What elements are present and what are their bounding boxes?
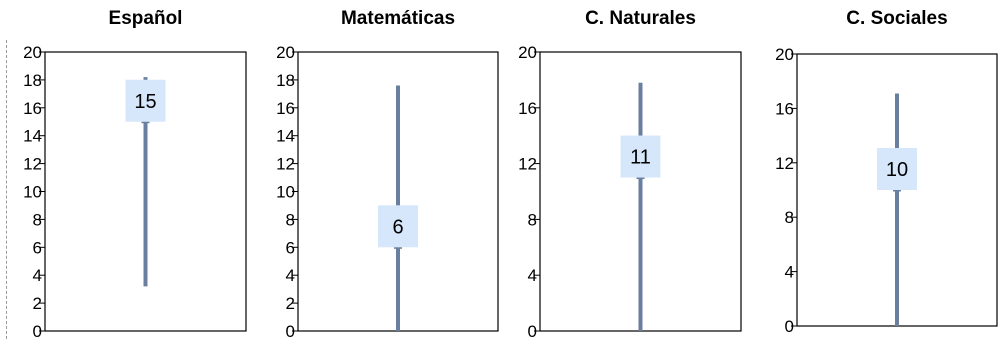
y-tick-label: 20 — [276, 43, 295, 62]
y-tick-label: 2 — [286, 294, 295, 313]
y-tick-label: 12 — [518, 155, 537, 174]
y-tick-label: 0 — [33, 322, 42, 339]
y-tick-label: 20 — [775, 45, 794, 64]
value-label-box — [125, 79, 166, 122]
y-tick-label: 10 — [23, 183, 42, 202]
y-tick-label: 12 — [276, 155, 295, 174]
chart-title: C. Sociales — [846, 8, 947, 29]
y-tick-label: 16 — [775, 99, 794, 118]
y-tick-label: 20 — [23, 43, 42, 62]
y-tick-label: 2 — [33, 294, 42, 313]
y-tick-label: 6 — [33, 238, 42, 257]
chart-title: Matemáticas — [341, 8, 455, 29]
value-label-box — [378, 205, 418, 248]
y-tick-label: 10 — [276, 183, 295, 202]
y-tick-label: 16 — [276, 99, 295, 118]
y-tick-label: 4 — [286, 266, 295, 285]
y-tick-label: 6 — [286, 238, 295, 257]
y-tick-label: 18 — [23, 71, 42, 90]
value-label: 15 — [134, 91, 156, 113]
y-tick-label: 8 — [528, 210, 537, 229]
value-label: 10 — [886, 159, 908, 181]
left-dashed-divider — [6, 40, 7, 339]
value-label: 6 — [392, 216, 403, 238]
y-tick-label: 16 — [23, 99, 42, 118]
y-tick-label: 4 — [33, 266, 42, 285]
y-tick-label: 4 — [528, 266, 537, 285]
value-label: 11 — [630, 147, 651, 169]
value-label-box — [877, 148, 917, 190]
y-tick-label: 12 — [23, 155, 42, 174]
y-tick-label: 14 — [23, 127, 42, 146]
y-tick-label: 0 — [528, 322, 537, 339]
value-label-box — [620, 135, 661, 178]
y-tick-label: 4 — [785, 263, 794, 282]
y-tick-label: 0 — [785, 317, 794, 336]
y-tick-label: 8 — [286, 210, 295, 229]
y-tick-label: 8 — [33, 210, 42, 229]
y-tick-label: 18 — [276, 71, 295, 90]
y-tick-label: 0 — [286, 322, 295, 339]
y-tick-label: 14 — [276, 127, 295, 146]
y-tick-label: 16 — [518, 99, 537, 118]
chart-title: Español — [109, 8, 183, 29]
y-tick-label: 12 — [775, 154, 794, 173]
chart-title: C. Naturales — [585, 8, 696, 29]
y-tick-label: 20 — [518, 43, 537, 62]
y-tick-label: 8 — [785, 208, 794, 227]
